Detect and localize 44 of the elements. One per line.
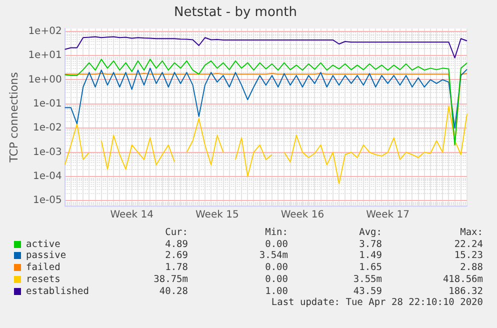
- x-tick-label: Week 15: [196, 210, 239, 221]
- y-tick-label: 1e+00: [28, 74, 62, 86]
- text: 4.89: [165, 238, 188, 250]
- x-tick-label: Week 14: [110, 210, 154, 221]
- text: Last update: Tue Apr 28 22:10:10 2020: [271, 297, 483, 308]
- y-axis-title: TCP connections: [7, 72, 20, 164]
- y-tick-label: 1e-01: [32, 98, 62, 110]
- text: 3.55m: [353, 274, 382, 285]
- text: 2.88: [460, 262, 483, 274]
- x-tick-label: Week 16: [280, 210, 324, 221]
- text: Avg:: [359, 227, 382, 238]
- text: 3.54m: [259, 250, 288, 262]
- text: Cur:: [165, 227, 188, 238]
- y-tick-label: 1e-02: [32, 122, 62, 134]
- text: 418.56m: [442, 274, 483, 285]
- legend-label: passive: [26, 250, 66, 262]
- text: 1.49: [359, 250, 382, 262]
- text: 38.75m: [154, 274, 188, 285]
- legend-label: active: [26, 238, 60, 250]
- text: 43.59: [353, 286, 382, 296]
- text: 1.65: [359, 262, 382, 274]
- text: Max:: [460, 227, 483, 238]
- x-tick-label: Week 17: [366, 210, 410, 221]
- y-tick-label: 1e+02: [28, 26, 62, 37]
- text: 40.28: [159, 286, 188, 296]
- text: 22.24: [454, 238, 483, 250]
- text: 186.32: [448, 286, 483, 296]
- text: 15.23: [454, 250, 483, 262]
- text: Min:: [265, 227, 288, 238]
- chart-title: Netstat - by month: [174, 5, 297, 20]
- y-tick-label: 1e-03: [32, 146, 62, 158]
- text: 1.78: [165, 262, 188, 274]
- text: 0.00: [265, 274, 288, 285]
- text: 3.78: [359, 238, 382, 250]
- legend-label: established: [26, 286, 89, 296]
- text: 2.69: [165, 250, 188, 262]
- text: 1.00: [265, 286, 288, 296]
- text: 0.00: [265, 262, 288, 274]
- y-tick-label: 1e-05: [32, 195, 62, 206]
- y-tick-label: 1e+01: [28, 50, 62, 62]
- legend-label: failed: [26, 262, 60, 274]
- legend-label: resets: [26, 274, 60, 285]
- text: 0.00: [265, 238, 288, 250]
- y-tick-label: 1e-04: [32, 171, 62, 182]
